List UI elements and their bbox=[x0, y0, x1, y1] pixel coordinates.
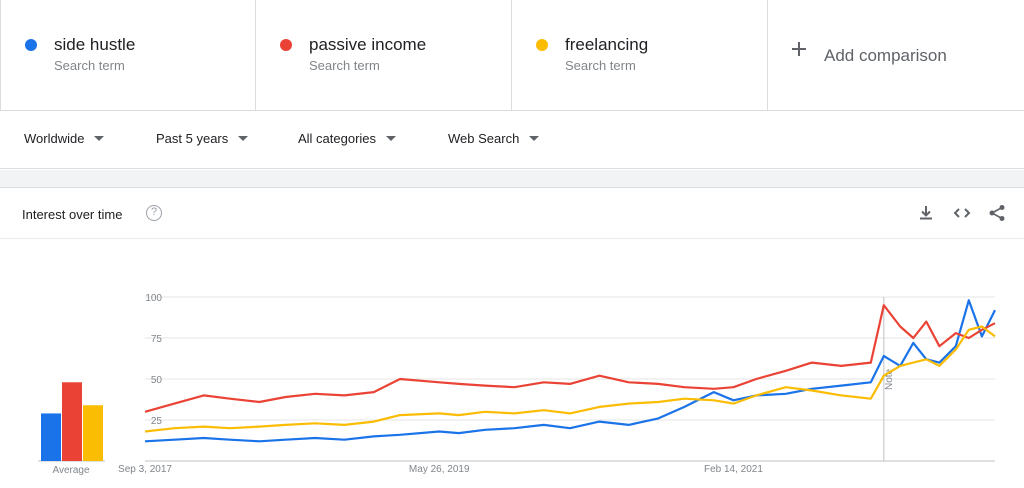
note-label: Note bbox=[884, 368, 895, 390]
search-term-card-passive-income[interactable]: passive income Search term bbox=[256, 0, 512, 110]
x-tick-labels: Sep 3, 2017 May 26, 2019 Feb 14, 2021 bbox=[118, 464, 763, 475]
grid-lines bbox=[145, 296, 995, 462]
search-term-card-side-hustle[interactable]: side hustle Search term bbox=[0, 0, 256, 110]
search-type-dropdown[interactable]: Web Search bbox=[448, 131, 540, 146]
section-divider bbox=[0, 170, 1024, 188]
card-title: Interest over time bbox=[22, 207, 123, 222]
average-label: Average bbox=[52, 465, 90, 476]
caret-down-icon bbox=[94, 136, 105, 141]
add-comparison-label: Add comparison bbox=[824, 46, 947, 65]
search-term-type: Search term bbox=[565, 58, 636, 73]
series-color-dot bbox=[280, 39, 292, 51]
time-range-value: Past 5 years bbox=[156, 131, 229, 146]
filter-bar: Worldwide Past 5 years All categories We… bbox=[0, 111, 1024, 169]
caret-down-icon bbox=[386, 136, 397, 141]
y-tick-label: 50 bbox=[151, 375, 163, 386]
note-marker: Note bbox=[883, 297, 895, 461]
question-circle-icon[interactable]: ? bbox=[146, 205, 162, 221]
search-term-card-freelancing[interactable]: freelancing Search term bbox=[512, 0, 768, 110]
add-comparison-button[interactable]: Add comparison bbox=[768, 0, 1024, 110]
y-tick-label: 100 bbox=[145, 293, 162, 304]
search-type-value: Web Search bbox=[448, 131, 520, 146]
caret-down-icon bbox=[529, 136, 540, 141]
series-line-side-hustle bbox=[144, 299, 996, 443]
caret-down-icon bbox=[238, 136, 249, 141]
location-dropdown[interactable]: Worldwide bbox=[24, 131, 105, 146]
search-term-type: Search term bbox=[54, 58, 125, 73]
x-tick-label: May 26, 2019 bbox=[409, 464, 470, 475]
share-icon[interactable] bbox=[987, 203, 1007, 223]
x-tick-label: Feb 14, 2021 bbox=[704, 464, 763, 475]
series-color-dot bbox=[536, 39, 548, 51]
average-bar-freelancing bbox=[83, 405, 103, 461]
embed-icon[interactable] bbox=[952, 203, 972, 223]
average-bar-passive-income bbox=[62, 382, 82, 461]
search-term-name: freelancing bbox=[565, 35, 649, 54]
interest-over-time-chart: Average 25 50 75 100 Sep 3, 2017 May 26, 201… bbox=[38, 293, 996, 476]
category-dropdown[interactable]: All categories bbox=[298, 131, 397, 146]
search-term-name: passive income bbox=[309, 35, 427, 54]
y-tick-label: 75 bbox=[151, 334, 163, 345]
search-term-name: side hustle bbox=[54, 35, 136, 54]
series-line-freelancing bbox=[144, 325, 996, 433]
search-term-type: Search term bbox=[309, 58, 380, 73]
y-tick-labels: 25 50 75 100 bbox=[145, 293, 162, 427]
search-terms-bar: side hustle Search term passive income S… bbox=[0, 0, 1024, 111]
time-range-dropdown[interactable]: Past 5 years bbox=[156, 131, 249, 146]
download-icon[interactable] bbox=[916, 203, 936, 223]
plus-icon bbox=[792, 42, 806, 56]
category-value: All categories bbox=[298, 131, 377, 146]
series-line-passive-income bbox=[144, 304, 996, 413]
average-bars bbox=[38, 382, 105, 462]
series-lines bbox=[144, 299, 996, 443]
y-tick-label: 25 bbox=[151, 416, 163, 427]
interest-over-time-header: Interest over time ? bbox=[0, 189, 1024, 239]
average-bar-side-hustle bbox=[41, 413, 61, 461]
location-value: Worldwide bbox=[24, 131, 85, 146]
x-tick-label: Sep 3, 2017 bbox=[118, 464, 172, 475]
series-color-dot bbox=[25, 39, 37, 51]
